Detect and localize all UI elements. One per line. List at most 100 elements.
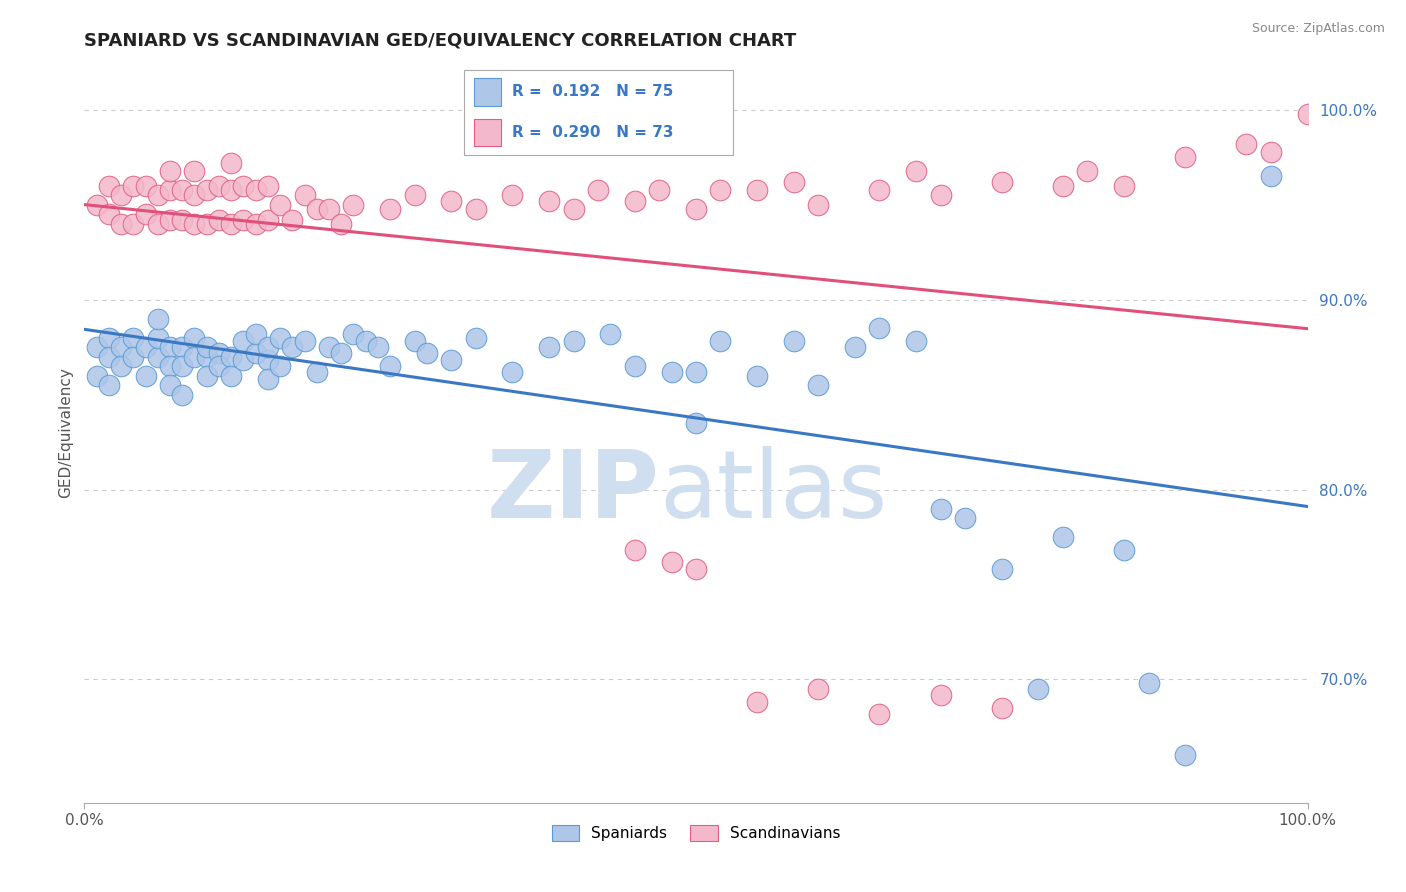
Point <box>97 331 120 345</box>
Point <box>929 188 952 202</box>
Point <box>245 183 267 197</box>
Point <box>440 194 463 208</box>
Point <box>464 202 486 216</box>
Point <box>648 183 671 197</box>
Point <box>146 350 169 364</box>
Point <box>135 368 157 383</box>
Point <box>1052 530 1074 544</box>
Point <box>747 183 769 197</box>
Point <box>257 372 280 386</box>
Text: SPANIARD VS SCANDINAVIAN GED/EQUIVALENCY CORRELATION CHART: SPANIARD VS SCANDINAVIAN GED/EQUIVALENCY… <box>84 32 797 50</box>
Point <box>122 350 145 364</box>
Point <box>232 178 254 193</box>
Point <box>1296 106 1319 120</box>
Point <box>97 178 120 193</box>
Point <box>159 340 181 354</box>
Point <box>1137 676 1160 690</box>
Point <box>208 178 231 193</box>
Point <box>172 340 194 354</box>
Point <box>208 213 231 227</box>
Point <box>562 334 585 349</box>
Point <box>440 353 463 368</box>
Point <box>110 217 132 231</box>
Point <box>257 178 280 193</box>
Point <box>97 207 120 221</box>
Point <box>318 202 340 216</box>
Point <box>685 365 707 379</box>
Point <box>195 340 218 354</box>
Point <box>1114 178 1136 193</box>
Point <box>599 326 621 341</box>
Point <box>208 346 231 360</box>
Point <box>709 183 731 197</box>
Point <box>269 198 291 212</box>
Point <box>146 188 169 202</box>
Point <box>305 365 328 379</box>
Point <box>183 217 205 231</box>
Point <box>208 359 231 374</box>
Point <box>661 555 683 569</box>
Point <box>257 340 280 354</box>
Point <box>195 217 218 231</box>
Point <box>1076 163 1098 178</box>
Point <box>219 183 242 197</box>
Point <box>807 681 830 696</box>
Point <box>624 194 647 208</box>
Point <box>1260 169 1282 184</box>
Text: atlas: atlas <box>659 446 887 538</box>
Point <box>342 326 364 341</box>
Point <box>219 156 242 170</box>
Point <box>1174 748 1197 763</box>
Y-axis label: GED/Equivalency: GED/Equivalency <box>58 368 73 498</box>
Point <box>1260 145 1282 159</box>
Point <box>172 359 194 374</box>
Point <box>183 331 205 345</box>
Point <box>783 334 806 349</box>
Point <box>354 334 377 349</box>
Point <box>195 183 218 197</box>
Point <box>1236 137 1258 152</box>
Point <box>245 346 267 360</box>
Point <box>1028 681 1050 696</box>
Point <box>172 387 194 401</box>
Point <box>245 326 267 341</box>
Point <box>257 213 280 227</box>
Point <box>146 217 169 231</box>
Point <box>110 359 132 374</box>
Point <box>502 365 524 379</box>
Point <box>929 501 952 516</box>
Point <box>97 350 120 364</box>
Point <box>464 331 486 345</box>
Point <box>953 511 976 525</box>
Point <box>219 217 242 231</box>
Text: Source: ZipAtlas.com: Source: ZipAtlas.com <box>1251 22 1385 36</box>
Point <box>219 368 242 383</box>
Point <box>122 178 145 193</box>
Point <box>538 194 561 208</box>
Point <box>416 346 439 360</box>
Point <box>380 202 402 216</box>
Point <box>183 188 205 202</box>
Point <box>146 311 169 326</box>
Point <box>624 359 647 374</box>
Point <box>269 359 291 374</box>
Point <box>685 562 707 576</box>
Point <box>709 334 731 349</box>
Point <box>86 340 108 354</box>
Point <box>159 163 181 178</box>
Point <box>747 368 769 383</box>
Point <box>195 350 218 364</box>
Point <box>257 353 280 368</box>
Point <box>747 695 769 709</box>
Point <box>538 340 561 354</box>
Point <box>172 183 194 197</box>
Point <box>110 340 132 354</box>
Point <box>905 163 928 178</box>
Point <box>661 365 683 379</box>
Point <box>807 378 830 392</box>
Point <box>110 188 132 202</box>
Point <box>219 350 242 364</box>
Point <box>135 340 157 354</box>
Point <box>991 562 1014 576</box>
Point <box>685 202 707 216</box>
